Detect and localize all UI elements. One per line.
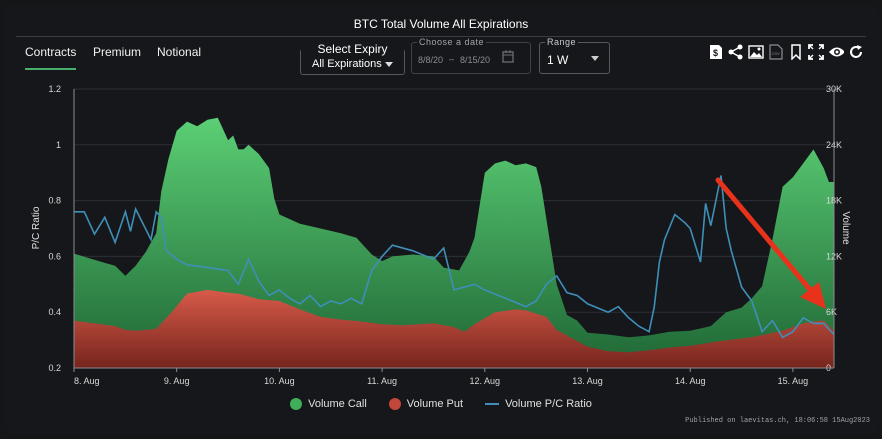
y-left-tick-label: 1 <box>56 140 61 150</box>
expiry-select-value: All Expirations <box>312 58 382 70</box>
legend-ratio-label: Volume P/C Ratio <box>505 398 592 410</box>
calendar-icon[interactable] <box>502 50 514 63</box>
csv-icon[interactable]: CSV <box>768 43 784 61</box>
x-tick-label: 13. Aug <box>572 376 603 386</box>
y-left-tick-label: 0.4 <box>48 307 61 317</box>
date-range-picker[interactable]: Choose a date 8/8/20 – 8/15/20 <box>411 37 531 74</box>
y-right-tick-label: 6K <box>826 307 837 317</box>
range-select[interactable]: Range 1 W <box>539 37 610 74</box>
chart-legend: Volume Call Volume Put Volume P/C Ratio <box>0 398 882 410</box>
tab-bar: Contracts Premium Notional <box>16 36 866 70</box>
tab-contracts[interactable]: Contracts <box>25 45 77 70</box>
x-tick-label: 8. Aug <box>74 376 100 386</box>
range-value: 1 W <box>547 53 569 67</box>
expiry-select-label: Select Expiry <box>301 42 404 56</box>
chevron-down-icon <box>591 56 599 61</box>
y-left-axis-label: P/C Ratio <box>31 206 42 249</box>
chart-title: BTC Total Volume All Expirations <box>353 17 529 31</box>
date-start[interactable]: 8/8/20 <box>418 55 444 65</box>
range-caption: Range <box>545 37 579 47</box>
legend-item-ratio[interactable]: Volume P/C Ratio <box>485 398 592 410</box>
legend-put-swatch <box>388 398 401 410</box>
image-export-icon[interactable] <box>748 43 764 61</box>
chart-toolbar: $ CSV <box>708 42 864 62</box>
legend-ratio-swatch <box>485 403 500 405</box>
x-tick-label: 9. Aug <box>164 376 190 386</box>
fullscreen-icon[interactable] <box>808 43 824 61</box>
svg-text:CSV: CSV <box>772 51 781 56</box>
tab-premium[interactable]: Premium <box>93 45 142 59</box>
dollar-file-icon[interactable]: $ <box>708 43 724 61</box>
x-tick-label: 15. Aug <box>778 376 809 386</box>
tab-notional[interactable]: Notional <box>157 45 202 59</box>
eye-icon[interactable] <box>828 43 844 61</box>
y-right-axis-label: Volume <box>840 211 851 245</box>
legend-call-label: Volume Call <box>308 398 367 410</box>
legend-item-call[interactable]: Volume Call <box>290 398 367 410</box>
legend-put-label: Volume Put <box>406 398 464 410</box>
legend-call-swatch <box>290 398 303 410</box>
bookmark-icon[interactable] <box>788 43 804 61</box>
x-tick-label: 14. Aug <box>675 376 706 386</box>
y-left-tick-label: 0.2 <box>48 363 61 373</box>
refresh-icon[interactable] <box>848 43 864 61</box>
svg-text:$: $ <box>713 48 718 58</box>
published-credit: Published on laevitas.ch, 18:06:58 15Aug… <box>685 417 870 425</box>
expiry-select[interactable]: Select Expiry All Expirations <box>300 42 405 75</box>
series-areas <box>74 117 835 368</box>
date-end[interactable]: 8/15/20 <box>460 55 491 65</box>
y-left-tick-label: 0.6 <box>48 251 61 261</box>
series-volume-put <box>74 289 834 368</box>
annotation-arrow-shaft <box>715 177 820 301</box>
legend-item-put[interactable]: Volume Put <box>388 398 464 410</box>
x-tick-label: 10. Aug <box>264 376 295 386</box>
share-icon[interactable] <box>728 43 744 61</box>
annotation-arrow-head <box>800 282 826 309</box>
x-tick-label: 12. Aug <box>470 376 501 386</box>
y-left-tick-label: 1.2 <box>48 84 61 94</box>
chevron-down-icon <box>385 62 393 67</box>
date-range-caption: Choose a date <box>417 37 487 47</box>
y-left-tick-label: 0.8 <box>48 196 61 206</box>
date-separator: – <box>449 54 455 64</box>
x-tick-label: 11. Aug <box>367 376 397 386</box>
